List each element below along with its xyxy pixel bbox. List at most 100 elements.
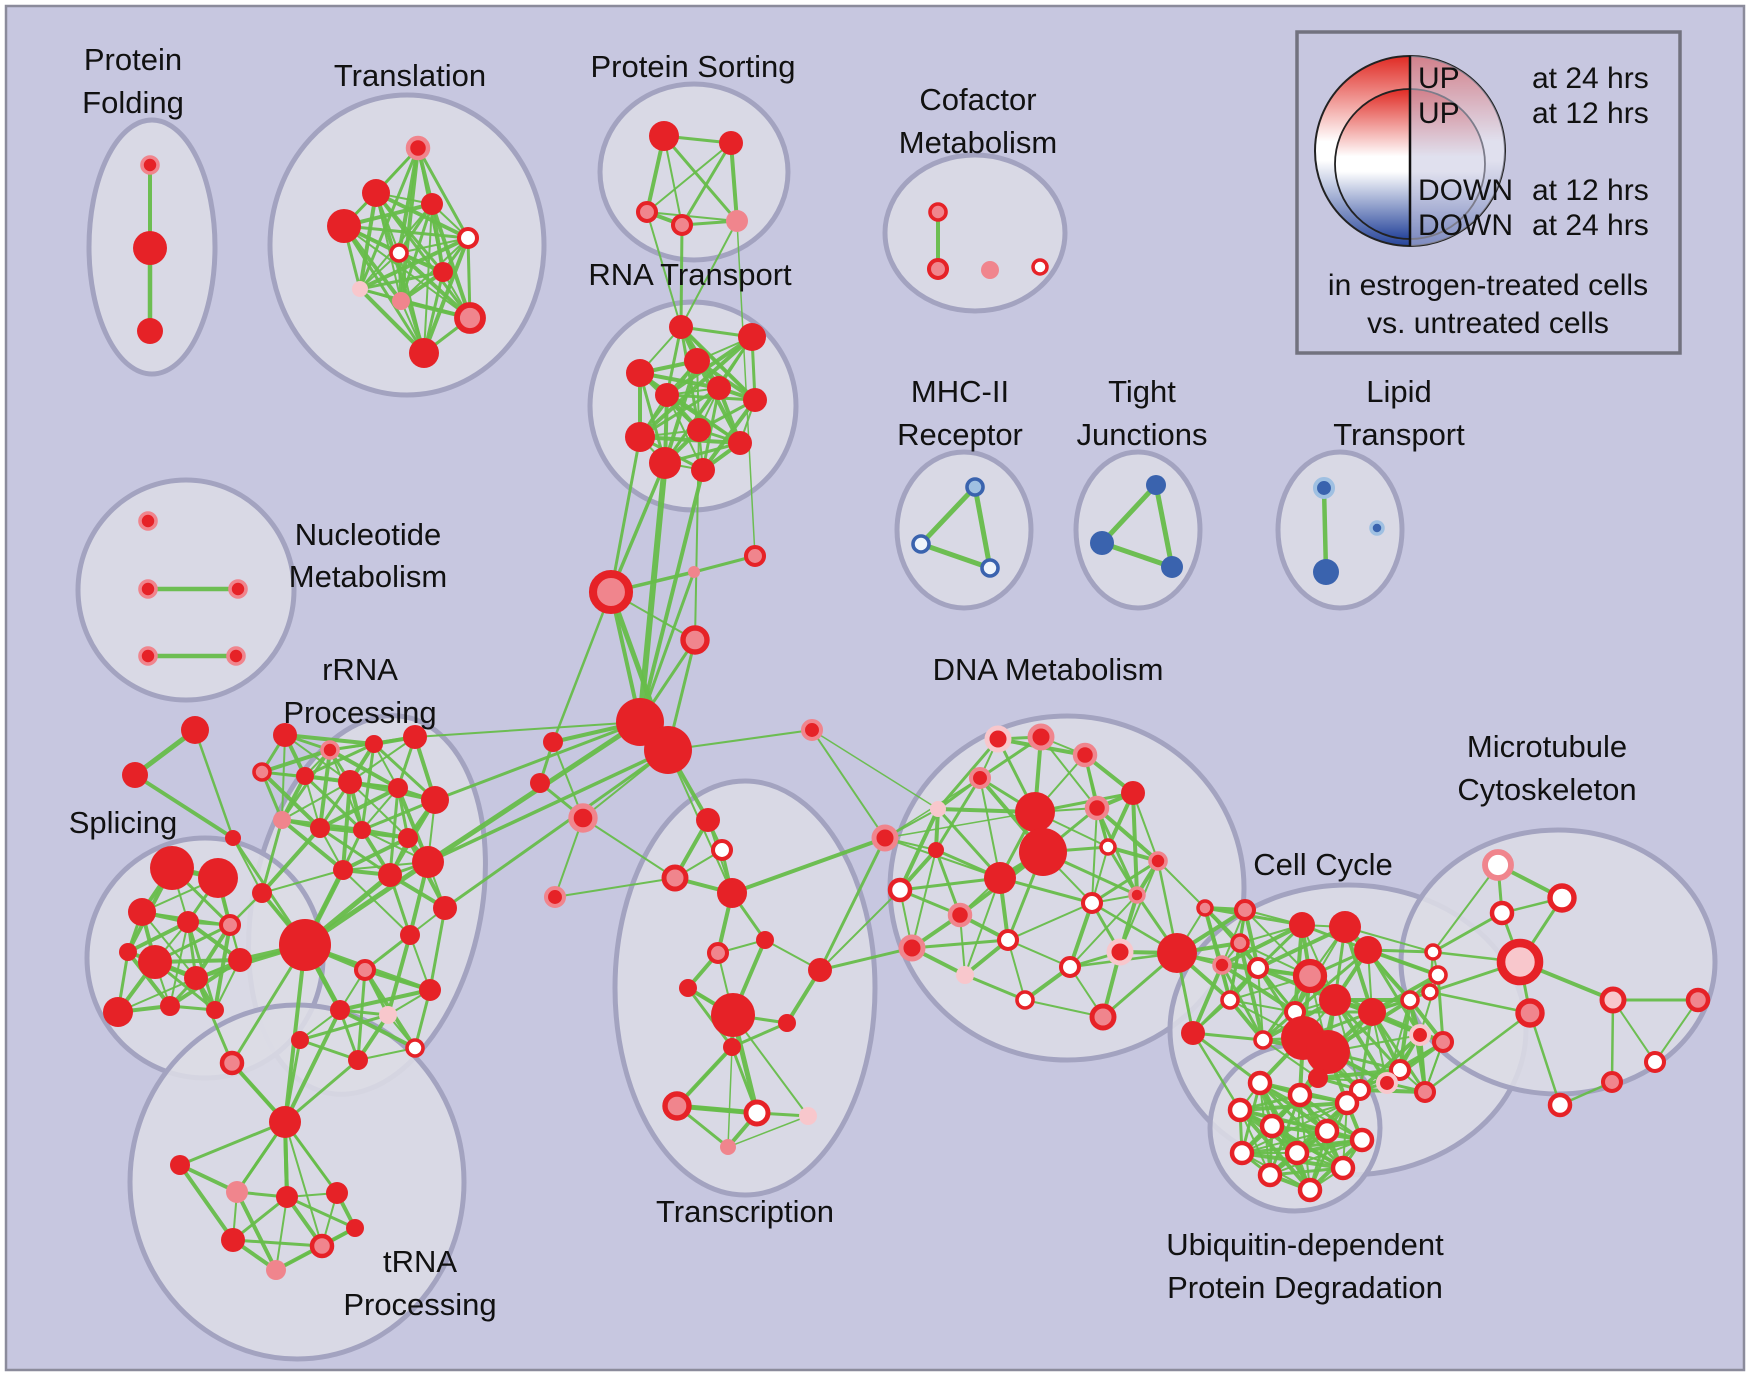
node — [389, 243, 409, 263]
node — [379, 1006, 397, 1024]
node — [1334, 1090, 1360, 1116]
edge — [303, 774, 364, 832]
node — [140, 155, 160, 175]
edge — [281, 781, 351, 821]
node — [1431, 1030, 1455, 1054]
node — [266, 1260, 286, 1280]
node — [409, 338, 439, 368]
node — [1121, 781, 1145, 805]
node — [756, 931, 774, 949]
cluster-label-cofactor-metabolism: Metabolism — [899, 125, 1058, 160]
cluster-microtubule-cytoskeleton — [1398, 827, 1718, 1097]
node — [680, 625, 710, 655]
edge — [341, 836, 410, 872]
edge — [638, 435, 742, 445]
node — [1181, 1021, 1205, 1045]
edge — [178, 1163, 235, 1242]
cluster-label-nucleotide-metabolism: Nucleotide — [295, 517, 441, 552]
edge — [342, 869, 411, 936]
edge — [551, 590, 613, 744]
node — [181, 716, 209, 744]
edge — [665, 335, 754, 397]
node — [198, 858, 238, 898]
edge — [638, 570, 696, 724]
edge — [283, 1008, 342, 1124]
edge — [1191, 963, 1224, 1035]
node — [1547, 883, 1577, 913]
cluster-label-mhc-ii-receptor: MHC-II — [911, 374, 1009, 409]
cluster-label-nucleotide-metabolism: Metabolism — [289, 559, 448, 594]
node — [421, 786, 449, 814]
node — [928, 202, 948, 222]
node — [346, 1219, 364, 1237]
legend-time-label: at 24 hrs — [1532, 209, 1649, 242]
edge — [818, 836, 887, 972]
edge — [232, 837, 263, 894]
cluster-label-cofactor-metabolism: Cofactor — [919, 82, 1036, 117]
node — [388, 778, 408, 798]
legend-direction-label: UP — [1418, 62, 1460, 95]
node — [568, 803, 598, 833]
node — [743, 388, 767, 412]
edge — [663, 135, 683, 226]
node — [1106, 938, 1134, 966]
edge — [298, 1013, 390, 1042]
edge — [1436, 973, 1445, 1044]
edge — [1007, 939, 1071, 968]
node — [1354, 936, 1382, 964]
node — [225, 830, 241, 846]
legend-box — [1295, 30, 1682, 355]
node — [330, 1000, 350, 1020]
cluster-label-tight-junctions: Junctions — [1077, 417, 1208, 452]
node — [635, 200, 659, 224]
edge — [1157, 860, 1206, 909]
cluster-label-lipid-transport: Transport — [1333, 417, 1465, 452]
node — [276, 1186, 298, 1208]
edge — [1269, 1139, 1363, 1176]
edge — [638, 468, 705, 724]
node — [1157, 933, 1197, 973]
node — [177, 911, 199, 933]
node — [1369, 520, 1385, 536]
node — [1080, 891, 1104, 915]
node — [421, 193, 443, 215]
node — [1246, 956, 1270, 980]
node — [1413, 1080, 1437, 1104]
edge — [318, 786, 400, 830]
edge — [972, 484, 993, 571]
node — [405, 135, 431, 161]
edge — [1654, 999, 1699, 1063]
edge — [1131, 791, 1139, 897]
node — [808, 958, 832, 982]
edge — [260, 826, 322, 895]
node — [1233, 898, 1257, 922]
edge — [1095, 806, 1160, 863]
node — [419, 979, 441, 1001]
node — [1312, 476, 1336, 500]
edge — [318, 748, 332, 830]
cluster-cofactor-metabolism — [882, 152, 1068, 314]
edge — [284, 1121, 323, 1247]
node — [711, 993, 755, 1037]
node — [1313, 559, 1339, 585]
edge — [638, 335, 754, 439]
edge — [433, 720, 642, 802]
node — [137, 318, 163, 344]
node — [1547, 1092, 1573, 1118]
node — [738, 323, 766, 351]
node — [1084, 795, 1110, 821]
edge — [281, 734, 286, 821]
node — [405, 1038, 425, 1058]
node — [1375, 1071, 1399, 1095]
node — [1099, 838, 1117, 856]
node — [926, 257, 950, 281]
edge — [235, 1190, 278, 1272]
node — [326, 1182, 348, 1204]
node — [687, 418, 711, 442]
node — [1329, 911, 1361, 943]
node — [965, 477, 985, 497]
edge — [680, 220, 738, 328]
node — [1161, 556, 1183, 578]
node — [309, 1233, 335, 1259]
